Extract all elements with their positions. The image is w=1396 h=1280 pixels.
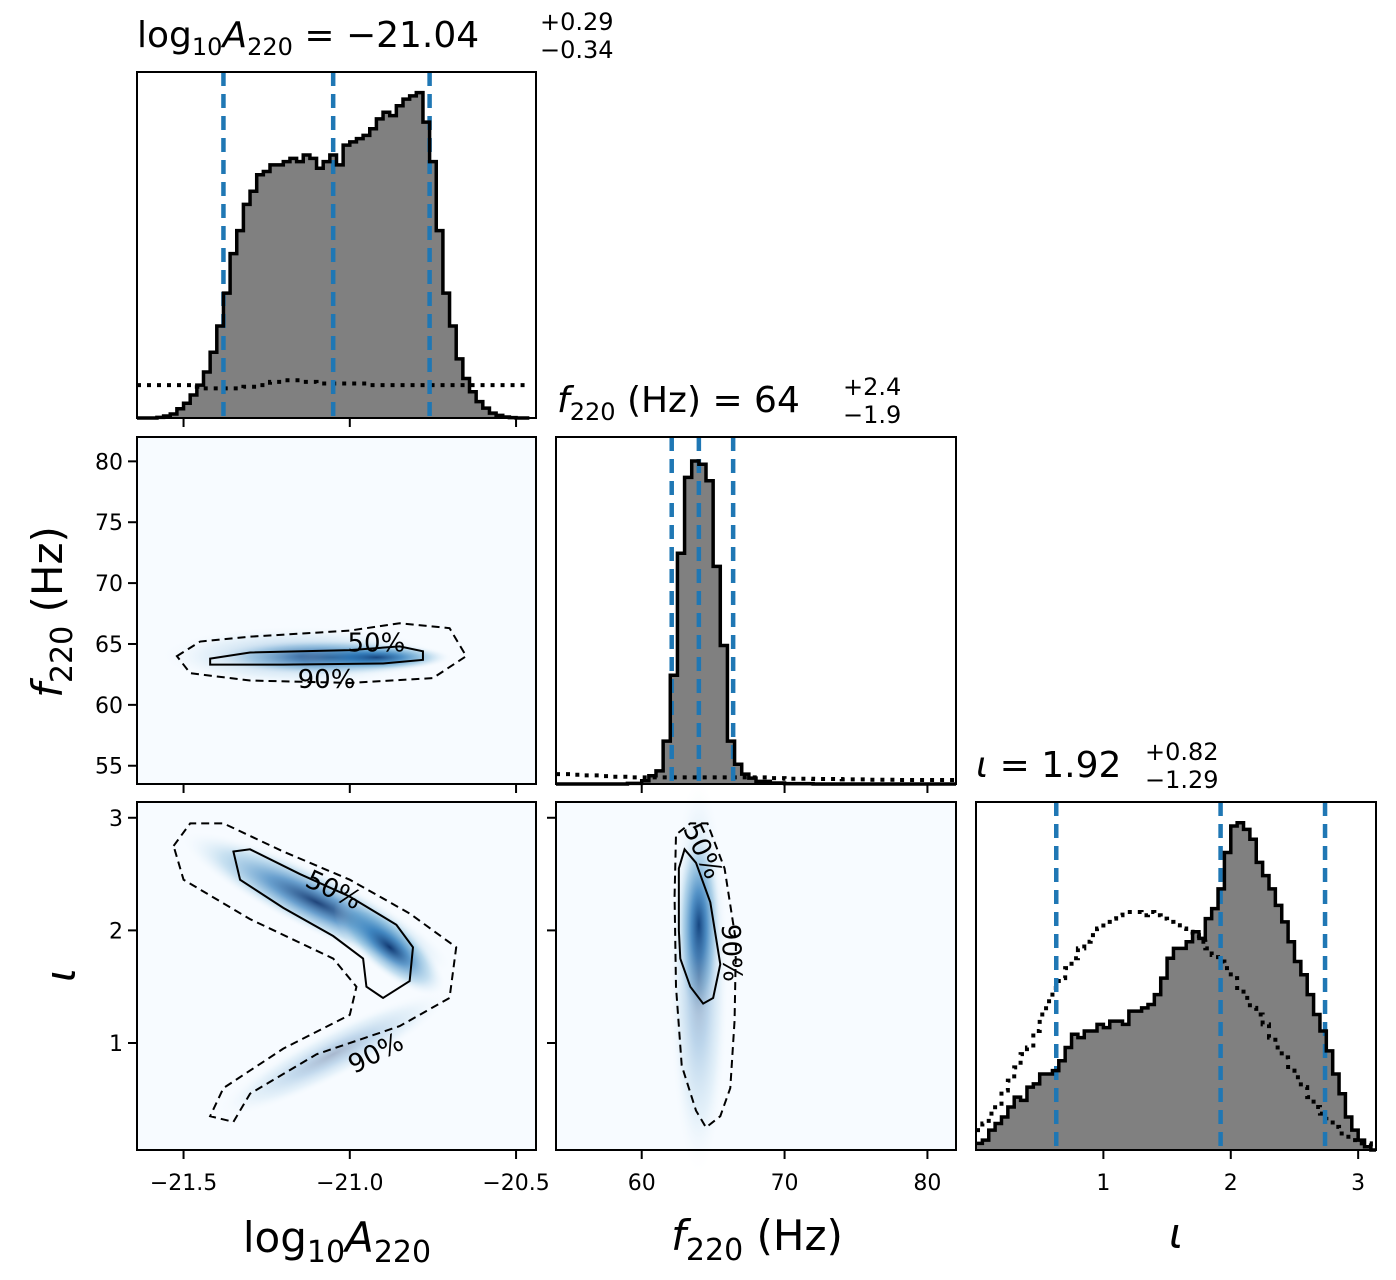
contour90-logA-f — [175, 622, 468, 684]
title-iota-minus: −1.29 — [1145, 766, 1219, 794]
title-logA-plus: +0.29 — [540, 8, 614, 36]
ylabel-f: f220 (Hz) — [23, 526, 80, 698]
ytick-label-f-5: 80 — [95, 450, 123, 475]
ytick-label-iota-2: 3 — [109, 807, 123, 832]
xtick-label-f-2: 80 — [913, 1171, 941, 1196]
contour-label-90-logA-f: 90% — [298, 665, 356, 695]
ytick-label-iota-0: 1 — [109, 1032, 123, 1057]
contour-label-50-logA-f: 50% — [348, 628, 406, 658]
contour50-f-iota — [677, 847, 722, 1005]
xtick-label-iota-1: 2 — [1224, 1171, 1238, 1196]
hist-edge-iota — [976, 820, 1376, 1152]
ytick-label-f-1: 60 — [95, 694, 123, 719]
title-f-plus: +2.4 — [843, 373, 901, 401]
panel-frame-0-0 — [136, 71, 537, 419]
title-logA: log10A220 = −21.04 — [137, 15, 479, 61]
xtick-label-iota-2: 3 — [1351, 1171, 1365, 1196]
xlabel-logA: log10A220 — [243, 1213, 431, 1270]
ytick-label-f-3: 70 — [95, 572, 123, 597]
density-blob-logA-iota-2 — [333, 898, 446, 997]
xtick-label-f-1: 70 — [771, 1171, 799, 1196]
xtick-label-logA-0: −21.5 — [150, 1171, 217, 1196]
xtick-label-f-0: 60 — [628, 1171, 656, 1196]
hist-edge-f — [556, 459, 956, 786]
ylabel-iota: ι — [36, 968, 85, 982]
xtick-label-logA-1: −21.0 — [316, 1171, 383, 1196]
hist-fill-iota — [976, 822, 1376, 1150]
density-bg-f-iota — [556, 802, 956, 1150]
title-iota: ι = 1.92 — [976, 745, 1121, 786]
panel-frame-1-2 — [555, 801, 957, 1151]
panel-frame-0-2 — [136, 801, 537, 1151]
panel-frame-2-2 — [975, 801, 1377, 1151]
ytick-label-iota-1: 2 — [109, 919, 123, 944]
contour-label-90-f-iota: 90% — [715, 923, 747, 982]
ytick-label-f-0: 55 — [95, 755, 123, 780]
contour50-logA-f — [209, 645, 424, 666]
ytick-label-f-4: 75 — [95, 511, 123, 536]
ytick-label-f-2: 65 — [95, 633, 123, 658]
panel-frame-0-1 — [136, 436, 537, 785]
contour90-logA-iota — [172, 822, 458, 1123]
density-blob-logA-f-3 — [159, 626, 440, 687]
contour90-f-iota — [673, 822, 738, 1129]
title-f-minus: −1.9 — [843, 401, 901, 429]
prior-step-logA — [137, 378, 530, 391]
xlabel-f: f220 (Hz) — [671, 1211, 843, 1268]
prior-step-f — [556, 772, 956, 783]
density-bg-logA-f — [137, 437, 536, 784]
density-blob-logA-iota-3 — [216, 991, 450, 1118]
title-iota-plus: +0.82 — [1145, 738, 1219, 766]
title-logA-minus: −0.34 — [540, 36, 614, 64]
prior-step-iota — [976, 909, 1376, 1149]
xtick-label-iota-0: 1 — [1096, 1171, 1110, 1196]
title-f: f220 (Hz) = 64 — [557, 380, 800, 426]
contour50-logA-iota — [232, 848, 415, 1000]
panel-frame-1-1 — [555, 436, 957, 785]
xtick-label-logA-2: −20.5 — [482, 1171, 549, 1196]
hist-fill-f — [556, 460, 956, 784]
hist-edge-logA — [137, 90, 530, 420]
xlabel-iota: ι — [1169, 1209, 1183, 1258]
